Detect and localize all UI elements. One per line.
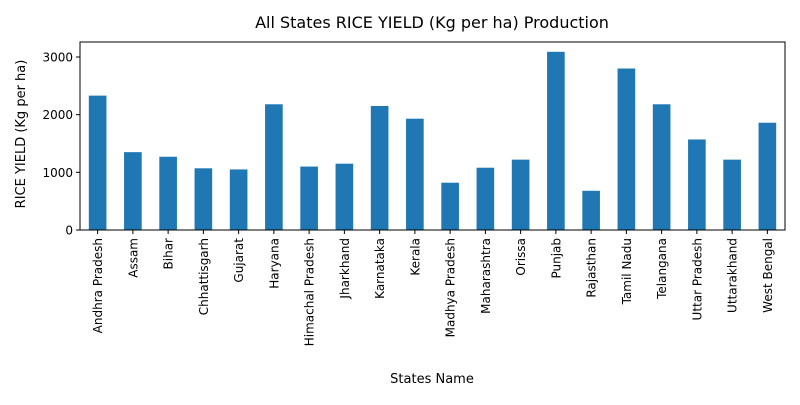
- x-tick-label: Karnataka: [373, 238, 387, 299]
- x-tick-label: Bihar: [162, 238, 176, 270]
- bar-maharashtra: [476, 167, 495, 230]
- bar-andhra-pradesh: [88, 95, 107, 231]
- x-tick-label: Uttarakhand: [726, 238, 740, 313]
- bar-gujarat: [229, 169, 248, 230]
- x-tick-label: Kerala: [408, 238, 422, 276]
- plot-frame: [79, 41, 786, 231]
- y-tick-label: 1000: [42, 166, 73, 180]
- x-tick-label: Rajasthan: [585, 238, 599, 298]
- bar-madhya-pradesh: [441, 182, 459, 230]
- x-tick-label: Maharashtra: [479, 238, 493, 314]
- x-tick-label: Orissa: [514, 238, 528, 276]
- bar-chhattisgarh: [194, 168, 213, 230]
- bars-group: [88, 51, 777, 231]
- y-axis-label: RICE YIELD (Kg per ha): [14, 60, 29, 209]
- y-tick-label: 3000: [42, 50, 73, 64]
- bar-orissa: [511, 159, 530, 230]
- x-tick-label: Tamil Nadu: [620, 238, 634, 305]
- x-tick-label: Chhattisgarh: [197, 238, 211, 315]
- bar-karnataka: [370, 106, 389, 230]
- x-tick-label: Jharkhand: [338, 238, 352, 300]
- x-tick-label: Gujarat: [232, 238, 246, 283]
- x-tick-label: Uttar Pradesh: [690, 238, 704, 320]
- bar-himachal-pradesh: [300, 166, 318, 230]
- bar-jharkhand: [335, 163, 354, 230]
- bar-telangana: [652, 104, 671, 230]
- bar-haryana: [265, 104, 283, 230]
- bar-uttar-pradesh: [688, 139, 706, 230]
- x-tick-label: Himachal Pradesh: [303, 238, 317, 346]
- x-tick-label: Telangana: [655, 238, 669, 300]
- x-tick-label: West Bengal: [761, 238, 775, 313]
- bar-rajasthan: [582, 190, 600, 230]
- x-axis: Andhra Pradesh Assam Bihar Chhattisgarh Guja…: [91, 230, 775, 346]
- chart-title: All States RICE YIELD (Kg per ha) Produc…: [255, 13, 609, 32]
- x-tick-label: Madhya Pradesh: [444, 238, 458, 337]
- bar-assam: [124, 152, 142, 230]
- y-tick-label: 0: [65, 224, 73, 238]
- bar-uttarakhand: [723, 159, 741, 230]
- bar-west-bengal: [758, 122, 777, 230]
- y-axis: 0 1000 2000 3000: [42, 50, 80, 238]
- x-tick-label: Assam: [126, 238, 140, 278]
- bar-punjab: [547, 51, 565, 230]
- x-tick-label: Punjab: [549, 238, 563, 279]
- y-tick-label: 2000: [42, 108, 73, 122]
- bar-tamil-nadu: [617, 68, 636, 230]
- x-tick-label: Andhra Pradesh: [91, 238, 105, 333]
- bar-kerala: [406, 118, 424, 230]
- x-axis-label: States Name: [390, 372, 474, 387]
- bar-bihar: [159, 156, 177, 230]
- x-tick-label: Haryana: [267, 238, 281, 289]
